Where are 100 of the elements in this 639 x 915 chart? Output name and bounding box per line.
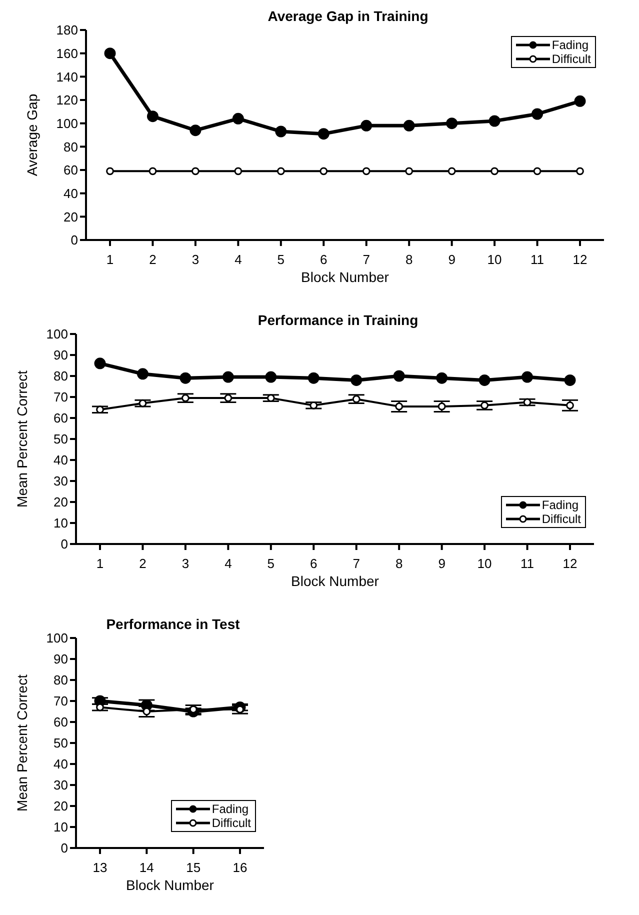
x-tick-label: 8 — [395, 556, 403, 571]
y-tick-label: 40 — [54, 756, 68, 772]
x-tick-label: 10 — [487, 252, 502, 267]
y-tick-label: 10 — [54, 516, 68, 531]
x-tick-label: 12 — [562, 556, 578, 571]
x-tick-label: 12 — [572, 252, 588, 267]
y-tick-label: 30 — [54, 474, 68, 489]
y-tick-label: 10 — [54, 820, 68, 835]
y-tick-label: 70 — [54, 390, 68, 405]
y-tick-label: 120 — [56, 92, 78, 108]
point — [232, 112, 244, 124]
point — [94, 358, 106, 370]
x-tick-label: 3 — [182, 556, 190, 571]
legend-label: Fading — [212, 802, 249, 816]
y-tick-label: 100 — [46, 326, 68, 342]
y-tick-label: 60 — [54, 410, 68, 426]
point — [448, 167, 456, 176]
point — [480, 401, 488, 410]
point — [234, 167, 242, 176]
chart-title: Average Gap in Training — [266, 8, 430, 24]
point — [566, 401, 574, 410]
point — [224, 394, 232, 402]
y-tick-label: 20 — [64, 209, 78, 224]
point — [222, 371, 234, 383]
x-tick-label: 11 — [530, 252, 544, 267]
point — [182, 394, 190, 402]
point — [405, 167, 414, 176]
x-tick-label: 3 — [192, 252, 200, 267]
chart-title: Performance in Test — [105, 616, 241, 632]
y-tick-label: 0 — [70, 232, 78, 248]
point — [446, 118, 458, 130]
point — [318, 128, 330, 140]
y-tick-label: 60 — [54, 714, 68, 730]
y-tick-label: 20 — [54, 798, 68, 814]
y-tick-label: 60 — [64, 162, 78, 178]
x-tick-label: 9 — [448, 252, 456, 267]
y-tick-label: 40 — [64, 186, 78, 201]
point — [395, 402, 404, 410]
legend-label: Fading — [542, 498, 579, 512]
point — [522, 371, 534, 383]
y-tick-label: 0 — [60, 536, 68, 552]
y-tick-label: 80 — [64, 139, 78, 154]
x-tick-label: 6 — [310, 556, 318, 571]
x-tick-label: 2 — [149, 252, 156, 267]
y-tick-label: 100 — [56, 116, 78, 131]
y-tick-label: 0 — [60, 840, 68, 856]
y-axis-title: Mean Percent Correct — [14, 370, 30, 508]
point — [564, 374, 576, 386]
x-tick-label: 9 — [438, 556, 446, 571]
point — [362, 167, 370, 176]
point — [438, 402, 446, 410]
x-axis-title: Block Number — [291, 572, 380, 589]
chart-title: Performance in Training — [256, 312, 420, 328]
y-tick-label: 50 — [54, 736, 68, 751]
point — [106, 167, 114, 176]
x-tick-label: 7 — [352, 556, 360, 571]
legend-label: Difficult — [542, 512, 581, 526]
x-tick-label: 6 — [320, 252, 328, 267]
point — [275, 126, 287, 138]
point — [136, 368, 148, 380]
x-tick-label: 8 — [405, 252, 413, 267]
legend-label: Difficult — [552, 52, 591, 66]
x-tick-label: 5 — [277, 252, 285, 267]
point — [192, 167, 200, 176]
y-tick-label: 100 — [46, 630, 68, 646]
point — [276, 167, 285, 176]
point — [523, 398, 532, 406]
x-tick-label: 4 — [224, 556, 232, 571]
x-tick-label: 7 — [362, 252, 370, 267]
x-tick-label: 10 — [477, 556, 492, 571]
y-axis-title: Mean Percent Correct — [14, 674, 30, 812]
y-tick-label: 40 — [54, 452, 68, 468]
x-tick-label: 15 — [186, 860, 201, 875]
x-tick-label: 4 — [234, 252, 242, 267]
y-tick-label: 30 — [54, 778, 68, 793]
x-tick-label: 1 — [96, 556, 104, 571]
x-axis-title: Block Number — [126, 876, 214, 893]
point — [403, 120, 415, 132]
y-tick-label: 140 — [56, 69, 78, 84]
x-tick-label: 13 — [92, 860, 108, 875]
y-tick-label: 50 — [54, 432, 68, 447]
y-tick-label: 80 — [54, 672, 68, 688]
point — [104, 48, 116, 60]
point — [436, 372, 448, 384]
point — [393, 370, 405, 382]
y-axis-title: Average Gap — [24, 94, 40, 176]
point — [148, 167, 157, 176]
point — [190, 124, 202, 136]
y-tick-label: 70 — [54, 694, 68, 709]
point — [180, 372, 192, 384]
y-tick-label: 180 — [56, 22, 78, 38]
y-tick-label: 80 — [54, 368, 68, 384]
y-tick-label: 160 — [56, 46, 78, 61]
x-tick-label: 1 — [106, 252, 114, 267]
point — [490, 167, 498, 176]
point — [478, 374, 490, 386]
x-tick-label: 11 — [520, 556, 534, 571]
point — [320, 167, 328, 176]
y-tick-label: 90 — [54, 652, 68, 667]
point — [488, 115, 500, 127]
